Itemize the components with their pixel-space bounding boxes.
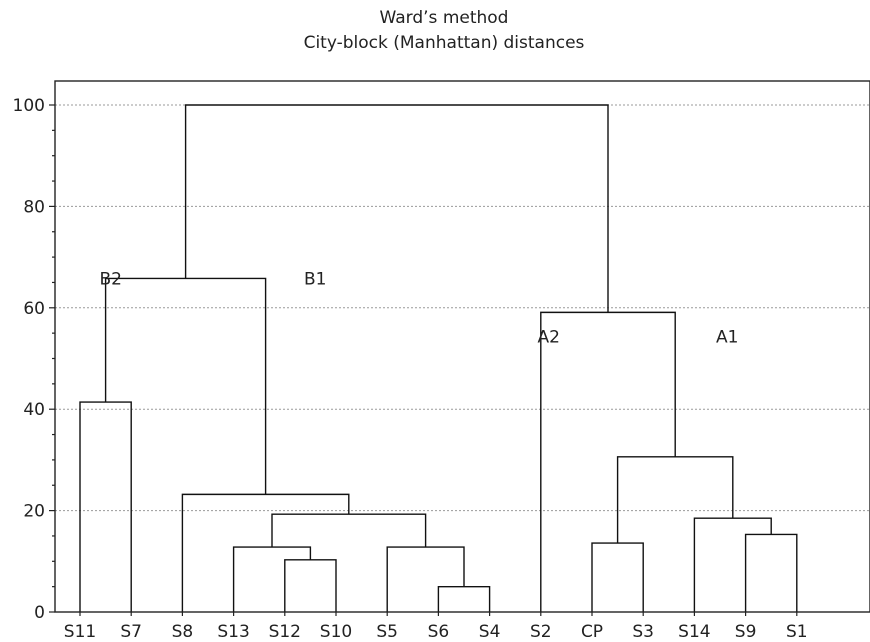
- cluster-label-a2: A2: [538, 327, 560, 347]
- merge-link-8: [181, 493, 350, 612]
- y-tick-label: 80: [23, 197, 45, 217]
- leaf-label: S6: [428, 622, 450, 642]
- cluster-label-b2: B2: [100, 269, 122, 289]
- leaf-label: S11: [64, 622, 96, 642]
- y-tick-label: 40: [23, 400, 45, 420]
- merge-link-10: [79, 401, 132, 612]
- leaf-label: S12: [269, 622, 301, 642]
- leaf-label: S10: [320, 622, 352, 642]
- leaf-label: S2: [530, 622, 552, 642]
- merge-link-3: [386, 546, 465, 612]
- merge-link-0: [437, 585, 491, 612]
- y-tick-label: 20: [23, 502, 45, 522]
- y-tick-label: 0: [34, 603, 45, 623]
- merge-link-7: [271, 513, 427, 548]
- leaf-label: S7: [120, 622, 142, 642]
- leaf-label: S14: [678, 622, 710, 642]
- merge-link-4: [591, 542, 644, 612]
- merge-link-5: [744, 533, 798, 612]
- leaf-label: S3: [632, 622, 654, 642]
- merge-link-2: [232, 546, 312, 612]
- leaf-label: S1: [786, 622, 808, 642]
- cluster-label-a1: A1: [716, 327, 738, 347]
- leaf-label: S13: [217, 622, 249, 642]
- plot-frame: [54, 80, 870, 613]
- leaf-labels: S11 S7 S8 S13 S12 S10 S5 S6 S4 S2 CP S3 S14 S9 S1: [64, 622, 808, 642]
- y-tick-label: 100: [13, 96, 45, 116]
- merge-link-13: [184, 104, 609, 313]
- leaf-label: S9: [735, 622, 757, 642]
- leaf-label: S5: [376, 622, 398, 642]
- chart-subtitle: City-block (Manhattan) distances: [304, 33, 585, 53]
- merge-link-11: [540, 311, 676, 612]
- merge-link-6: [693, 517, 772, 612]
- cluster-label-b1: B1: [304, 269, 326, 289]
- leaf-label: S4: [479, 622, 501, 642]
- chart-title: Ward’s method: [380, 8, 509, 28]
- leaf-label: S8: [172, 622, 194, 642]
- leaf-label: CP: [581, 622, 603, 642]
- cluster-annotations: B2 B1 A2 A1: [100, 269, 739, 347]
- y-axis: 0 20 40 60 80 100: [13, 96, 798, 623]
- grid-layer: [55, 104, 870, 512]
- merge-link-9: [616, 456, 734, 544]
- dendrogram-links: [79, 104, 798, 612]
- merge-link-12: [104, 277, 267, 495]
- merge-link-1: [284, 559, 337, 612]
- y-tick-label: 60: [23, 299, 45, 319]
